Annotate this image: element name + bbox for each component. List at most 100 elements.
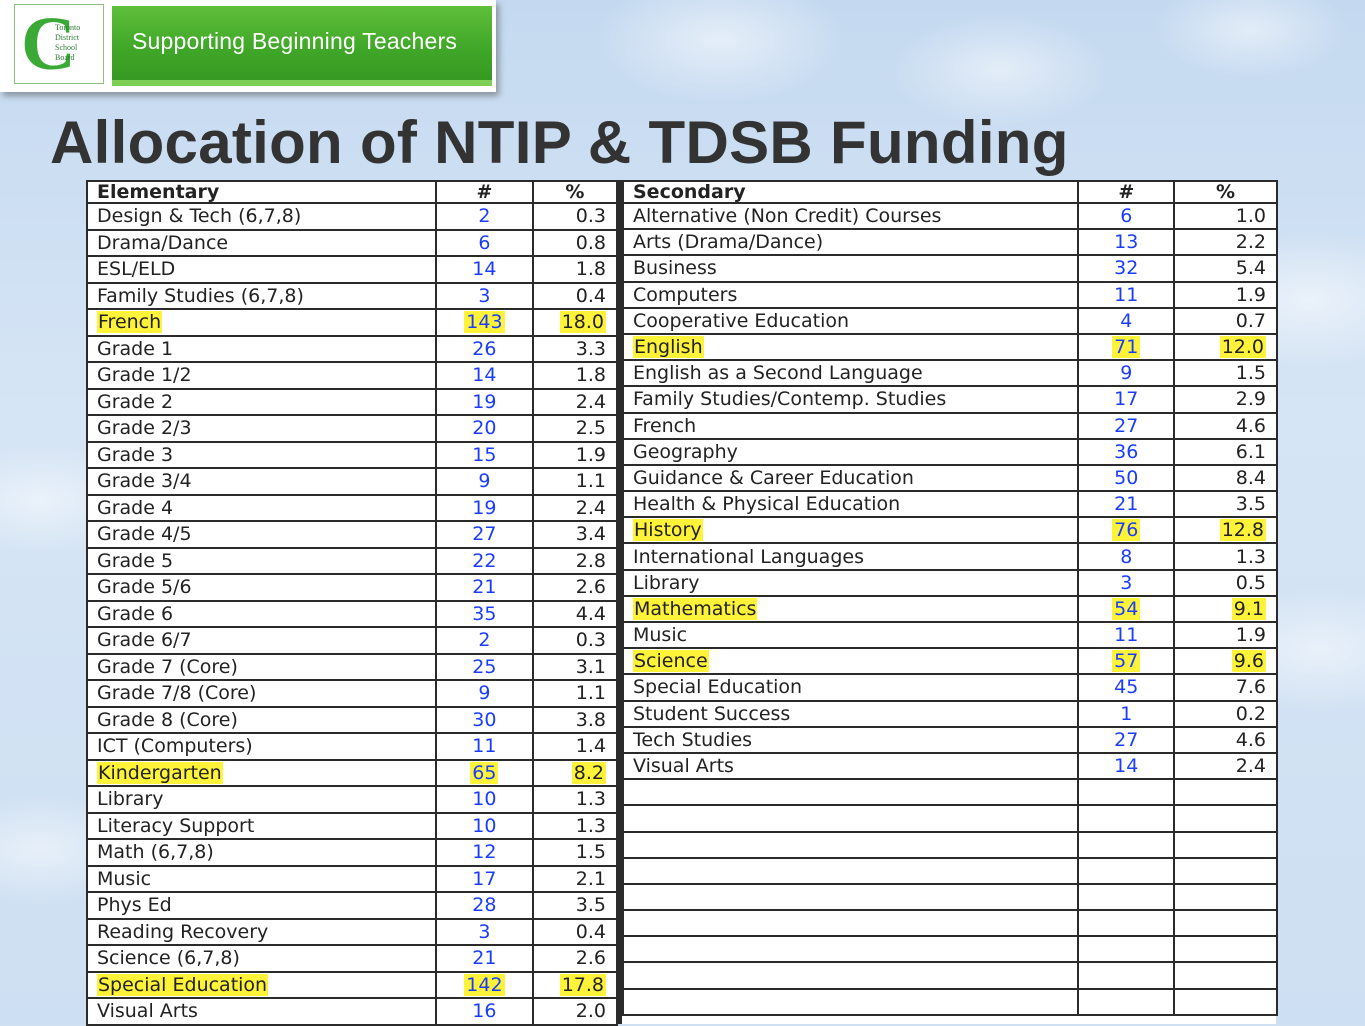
table-row: Visual Arts 14 2.4 [621, 751, 1278, 781]
cell-count: 4 [1077, 306, 1176, 335]
table-row: Grade 4/5 27 3.4 [85, 520, 619, 549]
cell-subject: Math (6,7,8) [85, 838, 438, 867]
cell-subject: English as a Second Language [621, 359, 1080, 388]
empty-cell [1173, 882, 1278, 912]
cell-subject: Grade 3 [85, 440, 438, 469]
table-row: Health & Physical Education 21 3.5 [621, 490, 1278, 519]
cell-percent: 4.4 [531, 599, 619, 628]
cell-percent: 3.5 [531, 891, 619, 920]
cell-percent: 3.3 [531, 334, 619, 363]
table-row: Kindergarten 65 8.2 [85, 758, 619, 787]
table-row: Grade 3 15 1.9 [85, 440, 619, 469]
cell-subject: English [621, 332, 1080, 362]
table-row: Special Education 45 7.6 [621, 673, 1278, 702]
table-row: Grade 6/7 2 0.3 [85, 626, 619, 655]
empty-cell [1173, 961, 1278, 990]
cell-subject: French [621, 411, 1080, 440]
table-row: French 143 18.0 [85, 308, 619, 337]
table-row: Grade 4 19 2.4 [85, 493, 619, 522]
cell-subject: Family Studies/Contemp. Studies [621, 385, 1080, 414]
column-header-percent: % [1173, 180, 1278, 204]
table-row: Student Success 1 0.2 [621, 699, 1278, 728]
cell-percent: 17.8 [531, 970, 619, 999]
cell-percent: 1.9 [1173, 280, 1278, 309]
cell-subject: Grade 2/3 [85, 414, 438, 443]
cell-count: 142 [435, 970, 534, 999]
funding-tables: Elementary # % Design & Tech (6,7,8) 2 0.3… [85, 180, 1278, 1026]
cell-percent: 0.2 [1173, 699, 1278, 728]
cell-subject: Grade 5/6 [85, 573, 438, 602]
empty-row [621, 987, 1278, 1016]
table-row: Cooperative Education 4 0.7 [621, 306, 1278, 335]
cell-percent: 1.0 [1173, 201, 1278, 231]
cell-subject: Grade 7/8 (Core) [85, 679, 438, 708]
cell-subject: Design & Tech (6,7,8) [85, 202, 438, 231]
cell-count: 65 [435, 758, 534, 787]
header-banner: C Toronto District School Board Supporti… [0, 0, 496, 92]
cell-subject: Grade 6 [85, 599, 438, 628]
empty-cell [621, 935, 1080, 964]
table-row: Visual Arts 16 2.0 [85, 997, 619, 1026]
table-row: Literacy Support 10 1.3 [85, 811, 619, 840]
cell-count: 9 [1077, 359, 1176, 388]
cell-count: 11 [1077, 620, 1176, 650]
cell-percent: 2.1 [531, 864, 619, 893]
cell-percent: 7.6 [1173, 673, 1278, 702]
cell-count: 21 [1077, 490, 1176, 519]
cell-subject: Arts (Drama/Dance) [621, 228, 1080, 257]
cell-percent: 1.1 [531, 679, 619, 708]
empty-cell [621, 856, 1080, 885]
cell-count: 3 [1077, 568, 1176, 597]
table-row: English 71 12.0 [621, 332, 1278, 362]
cell-subject: Special Education [621, 673, 1080, 702]
empty-row [621, 882, 1278, 912]
cell-percent: 1.9 [1173, 620, 1278, 650]
tdsb-logo: C Toronto District School Board [14, 4, 104, 84]
apple-c-logo-icon: C [21, 2, 76, 86]
cell-count: 26 [435, 334, 534, 363]
cell-count: 2 [435, 626, 534, 655]
empty-cell [1077, 804, 1176, 833]
cell-percent: 1.4 [531, 732, 619, 761]
cell-subject: Phys Ed [85, 891, 438, 920]
table-row: Tech Studies 27 4.6 [621, 725, 1278, 754]
cell-subject: Cooperative Education [621, 306, 1080, 335]
cell-percent: 0.3 [531, 202, 619, 231]
cell-subject: Music [85, 864, 438, 893]
elementary-table: Elementary # % Design & Tech (6,7,8) 2 0.3… [85, 180, 619, 1026]
cell-percent: 3.5 [1173, 490, 1278, 519]
empty-cell [1077, 856, 1176, 885]
cell-subject: Grade 3/4 [85, 467, 438, 496]
cell-count: 11 [1077, 280, 1176, 309]
empty-row [621, 804, 1278, 833]
table-row: Drama/Dance 6 0.8 [85, 228, 619, 257]
table-row: History 76 12.8 [621, 516, 1278, 545]
table-row: Grade 1 26 3.3 [85, 334, 619, 363]
cell-percent: 12.0 [1173, 332, 1278, 362]
empty-cell [1173, 856, 1278, 885]
cell-subject: Grade 1/2 [85, 361, 438, 390]
cell-percent: 3.8 [531, 705, 619, 734]
cell-subject: Student Success [621, 699, 1080, 728]
cell-percent: 0.3 [531, 626, 619, 655]
cell-count: 36 [1077, 437, 1176, 466]
table-row: Special Education 142 17.8 [85, 970, 619, 999]
empty-cell [621, 909, 1080, 938]
cell-count: 14 [435, 255, 534, 284]
cell-percent: 8.4 [1173, 463, 1278, 493]
cell-count: 28 [435, 891, 534, 920]
table-row: Grade 3/4 9 1.1 [85, 467, 619, 496]
cell-count: 25 [435, 652, 534, 681]
cell-count: 76 [1077, 516, 1176, 545]
banner-title-bar: Supporting Beginning Teachers [112, 6, 492, 80]
cell-percent: 4.6 [1173, 725, 1278, 754]
secondary-table: Secondary # % Alternative (Non Credit) C… [621, 180, 1278, 1016]
cell-percent: 0.4 [531, 281, 619, 310]
cell-percent: 5.4 [1173, 254, 1278, 283]
table-row: Science 57 9.6 [621, 647, 1278, 676]
table-row: Grade 8 (Core) 30 3.8 [85, 705, 619, 734]
table-row: Grade 1/2 14 1.8 [85, 361, 619, 390]
cell-percent: 4.6 [1173, 411, 1278, 440]
empty-cell [1077, 830, 1176, 859]
cell-percent: 2.2 [1173, 228, 1278, 257]
